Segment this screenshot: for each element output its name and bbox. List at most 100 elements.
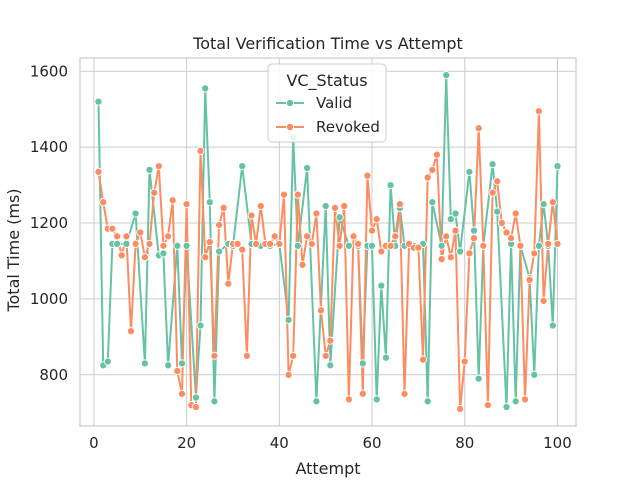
data-point-revoked <box>145 239 154 248</box>
data-point-revoked <box>354 239 363 248</box>
data-point-revoked <box>303 232 312 241</box>
data-point-revoked <box>247 211 256 220</box>
data-point-valid <box>456 247 465 256</box>
data-point-revoked <box>511 209 520 218</box>
data-point-valid <box>423 397 432 406</box>
data-point-valid <box>131 209 140 218</box>
legend: VC_Status Valid Revoked <box>267 63 387 143</box>
data-point-revoked <box>344 395 353 404</box>
legend-title: VC_Status <box>286 71 367 91</box>
data-point-valid <box>191 393 200 402</box>
data-point-revoked <box>238 245 247 254</box>
data-point-revoked <box>117 251 126 260</box>
legend-marker-valid <box>285 98 295 108</box>
data-point-valid <box>474 374 483 383</box>
data-point-revoked <box>548 198 557 207</box>
data-point-revoked <box>289 351 298 360</box>
data-point-revoked <box>507 234 516 243</box>
data-point-valid <box>381 353 390 362</box>
data-point-revoked <box>469 234 479 243</box>
data-point-revoked <box>136 228 145 237</box>
series-line-revoked <box>97 110 559 410</box>
data-point-revoked <box>377 247 386 256</box>
data-point-revoked <box>131 239 140 248</box>
data-point-valid <box>321 201 330 211</box>
y-tick-label: 1600 <box>30 62 68 80</box>
data-point-valid <box>451 209 460 218</box>
data-point-valid <box>284 315 293 324</box>
data-point-revoked <box>312 209 321 218</box>
data-point-revoked <box>154 162 163 171</box>
data-point-revoked <box>400 389 409 398</box>
data-point-revoked <box>483 401 492 410</box>
data-point-valid <box>140 359 149 368</box>
data-point-revoked <box>544 239 553 248</box>
legend-box <box>267 63 387 143</box>
data-point-revoked <box>534 107 543 116</box>
x-tick-label: 100 <box>543 434 572 452</box>
data-point-revoked <box>201 253 210 262</box>
data-point-valid <box>326 361 335 370</box>
data-point-revoked <box>113 232 122 241</box>
data-point-revoked <box>493 177 502 186</box>
data-point-valid <box>548 321 557 330</box>
data-point-revoked <box>108 224 117 233</box>
data-point-valid <box>205 198 214 207</box>
data-point-revoked <box>432 150 441 159</box>
data-point-revoked <box>330 203 340 212</box>
data-point-valid <box>293 241 302 250</box>
legend-marker-revoked <box>285 122 295 132</box>
data-point-valid <box>367 241 377 250</box>
data-point-revoked <box>391 232 400 241</box>
data-point-revoked <box>252 239 261 248</box>
data-point-valid <box>446 215 455 224</box>
data-point-revoked <box>358 389 367 398</box>
data-point-revoked <box>418 355 428 364</box>
data-point-revoked <box>553 239 562 248</box>
data-point-revoked <box>284 370 293 379</box>
data-point-revoked <box>446 253 455 262</box>
data-point-revoked <box>307 239 316 248</box>
data-point-revoked <box>428 165 437 174</box>
data-point-revoked <box>335 241 344 250</box>
data-point-revoked <box>168 196 177 205</box>
data-point-valid <box>215 247 224 256</box>
data-point-valid <box>344 241 353 250</box>
data-point-revoked <box>196 146 205 155</box>
data-point-revoked <box>266 239 275 248</box>
data-point-valid <box>493 207 502 216</box>
data-point-valid <box>103 357 112 366</box>
data-point-valid <box>488 160 497 169</box>
data-point-valid <box>182 241 191 250</box>
data-point-valid <box>303 163 312 173</box>
data-point-revoked <box>316 306 326 315</box>
data-point-revoked <box>530 249 539 258</box>
x-tick-label: 20 <box>177 434 196 452</box>
y-tick-label: 1200 <box>30 214 68 232</box>
data-point-revoked <box>520 395 530 404</box>
data-point-revoked <box>140 253 149 262</box>
data-point-valid <box>502 402 511 412</box>
x-tick-label: 40 <box>270 434 289 452</box>
data-point-valid <box>358 359 367 368</box>
data-point-revoked <box>293 190 302 199</box>
data-point-revoked <box>233 239 242 248</box>
data-point-revoked <box>94 167 103 176</box>
data-point-revoked <box>164 232 173 241</box>
data-point-revoked <box>150 188 159 197</box>
data-point-valid <box>428 198 437 207</box>
data-point-revoked <box>177 389 187 398</box>
data-point-valid <box>159 249 168 258</box>
data-point-revoked <box>126 327 136 336</box>
data-point-revoked <box>205 237 214 247</box>
data-point-revoked <box>210 351 219 360</box>
data-point-revoked <box>159 241 168 250</box>
data-point-valid <box>442 71 451 80</box>
data-point-revoked <box>349 232 358 241</box>
data-point-revoked <box>99 198 108 207</box>
data-point-revoked <box>363 171 372 180</box>
y-axis-label: Total Time (ms) <box>4 188 23 312</box>
data-point-valid <box>372 395 381 404</box>
data-point-revoked <box>298 260 307 269</box>
data-point-valid <box>511 397 520 406</box>
